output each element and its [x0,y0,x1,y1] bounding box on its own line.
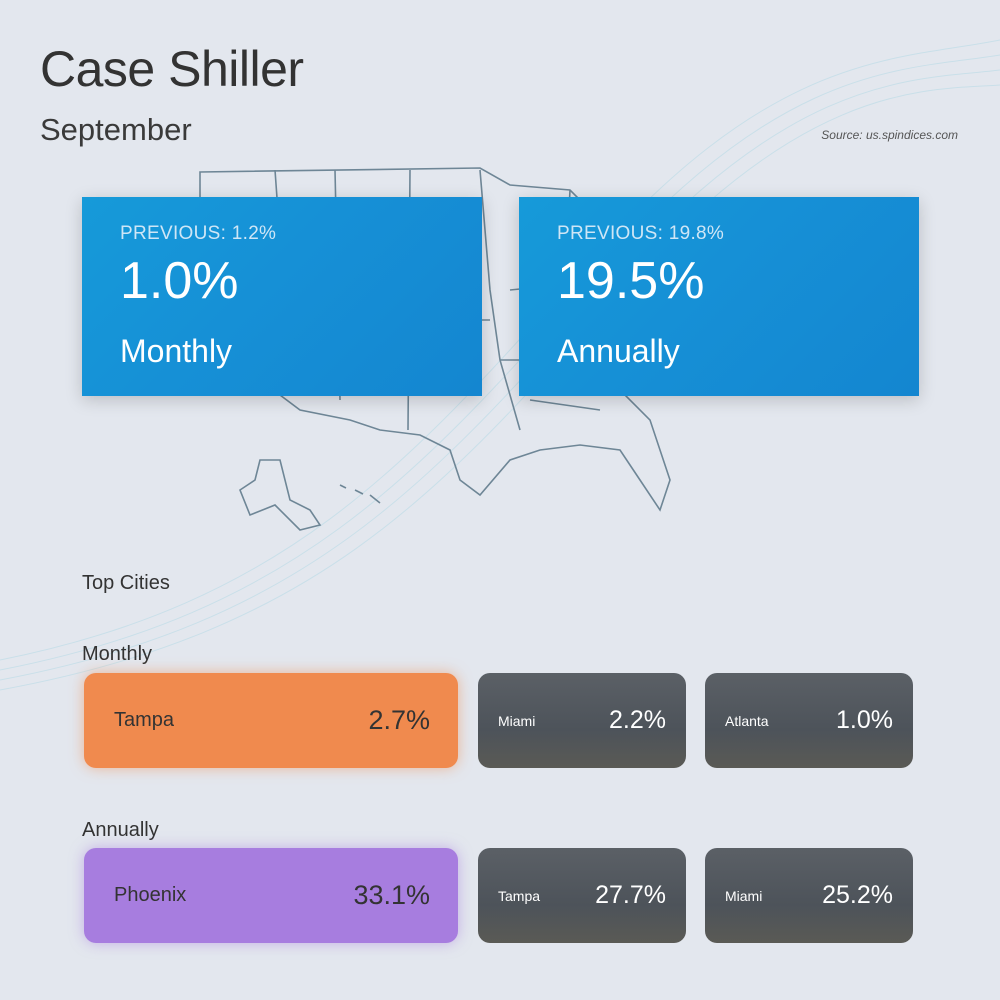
monthly-heading: Monthly [82,643,153,665]
page-title: Case Shiller [40,41,304,97]
city-card-annual-1: Phoenix 33.1% [84,848,458,943]
city-value: 2.7% [368,705,430,735]
monthly-previous: PREVIOUS: 1.2% [120,223,277,244]
annual-previous: PREVIOUS: 19.8% [557,223,725,244]
city-name: Tampa [114,709,175,731]
city-name: Tampa [498,887,541,904]
monthly-label: Monthly [120,333,233,369]
city-value: 1.0% [836,706,893,734]
city-name: Miami [725,887,763,904]
city-card-monthly-1: Tampa 2.7% [84,673,458,768]
source-note: Source: us.spindices.com [821,128,958,142]
page-subtitle: September [40,112,192,147]
city-name: Miami [498,712,536,729]
annually-heading: Annually [82,819,159,841]
city-value: 33.1% [353,880,430,910]
city-card-monthly-3: Atlanta 1.0% [705,673,913,768]
top-cities-heading: Top Cities [82,572,170,594]
city-name: Phoenix [114,884,187,906]
city-card-annual-3: Miami 25.2% [705,848,913,943]
monthly-value: 1.0% [120,252,239,310]
city-value: 27.7% [595,881,666,909]
annual-value: 19.5% [557,252,705,310]
city-value: 2.2% [609,706,666,734]
monthly-stat-card: PREVIOUS: 1.2% 1.0% Monthly [82,197,482,396]
city-name: Atlanta [725,712,769,729]
city-card-monthly-2: Miami 2.2% [478,673,686,768]
city-value: 25.2% [822,881,893,909]
annual-label: Annually [557,333,680,369]
city-card-annual-2: Tampa 27.7% [478,848,686,943]
annual-stat-card: PREVIOUS: 19.8% 19.5% Annually [519,197,919,396]
